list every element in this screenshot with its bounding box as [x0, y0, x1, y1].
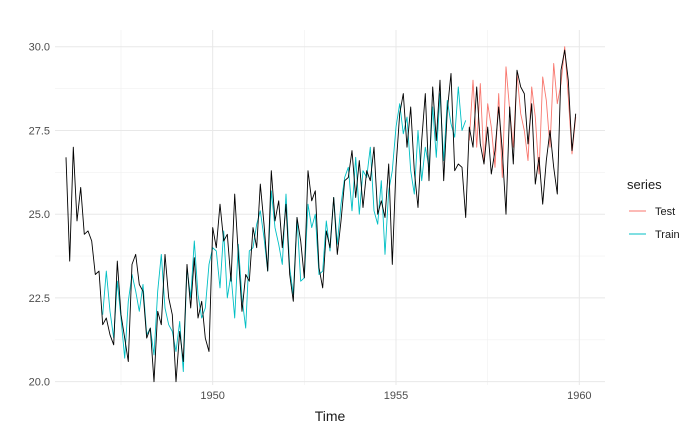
y-tick-label: 22.5 [29, 293, 50, 305]
legend-label-train: Train [655, 229, 680, 241]
x-axis-title: Time [315, 408, 346, 424]
x-tick-label: 1960 [567, 390, 591, 402]
legend: series Test Train [627, 177, 680, 241]
series-line-observed [65, 49, 577, 383]
series-line-test [468, 46, 577, 178]
series-lines [65, 46, 577, 383]
x-tick-label: 1955 [384, 390, 408, 402]
y-tick-label: 30.0 [29, 42, 50, 54]
legend-label-test: Test [655, 206, 675, 218]
gridlines [55, 30, 605, 385]
legend-title: series [627, 177, 662, 192]
y-axis-ticks: 20.0 22.5 25.0 27.5 30.0 [29, 42, 50, 389]
x-tick-label: 1950 [200, 390, 224, 402]
y-tick-label: 27.5 [29, 125, 50, 137]
y-tick-label: 20.0 [29, 377, 50, 389]
y-tick-label: 25.0 [29, 209, 50, 221]
x-axis-ticks: 1950 1955 1960 [200, 390, 591, 402]
